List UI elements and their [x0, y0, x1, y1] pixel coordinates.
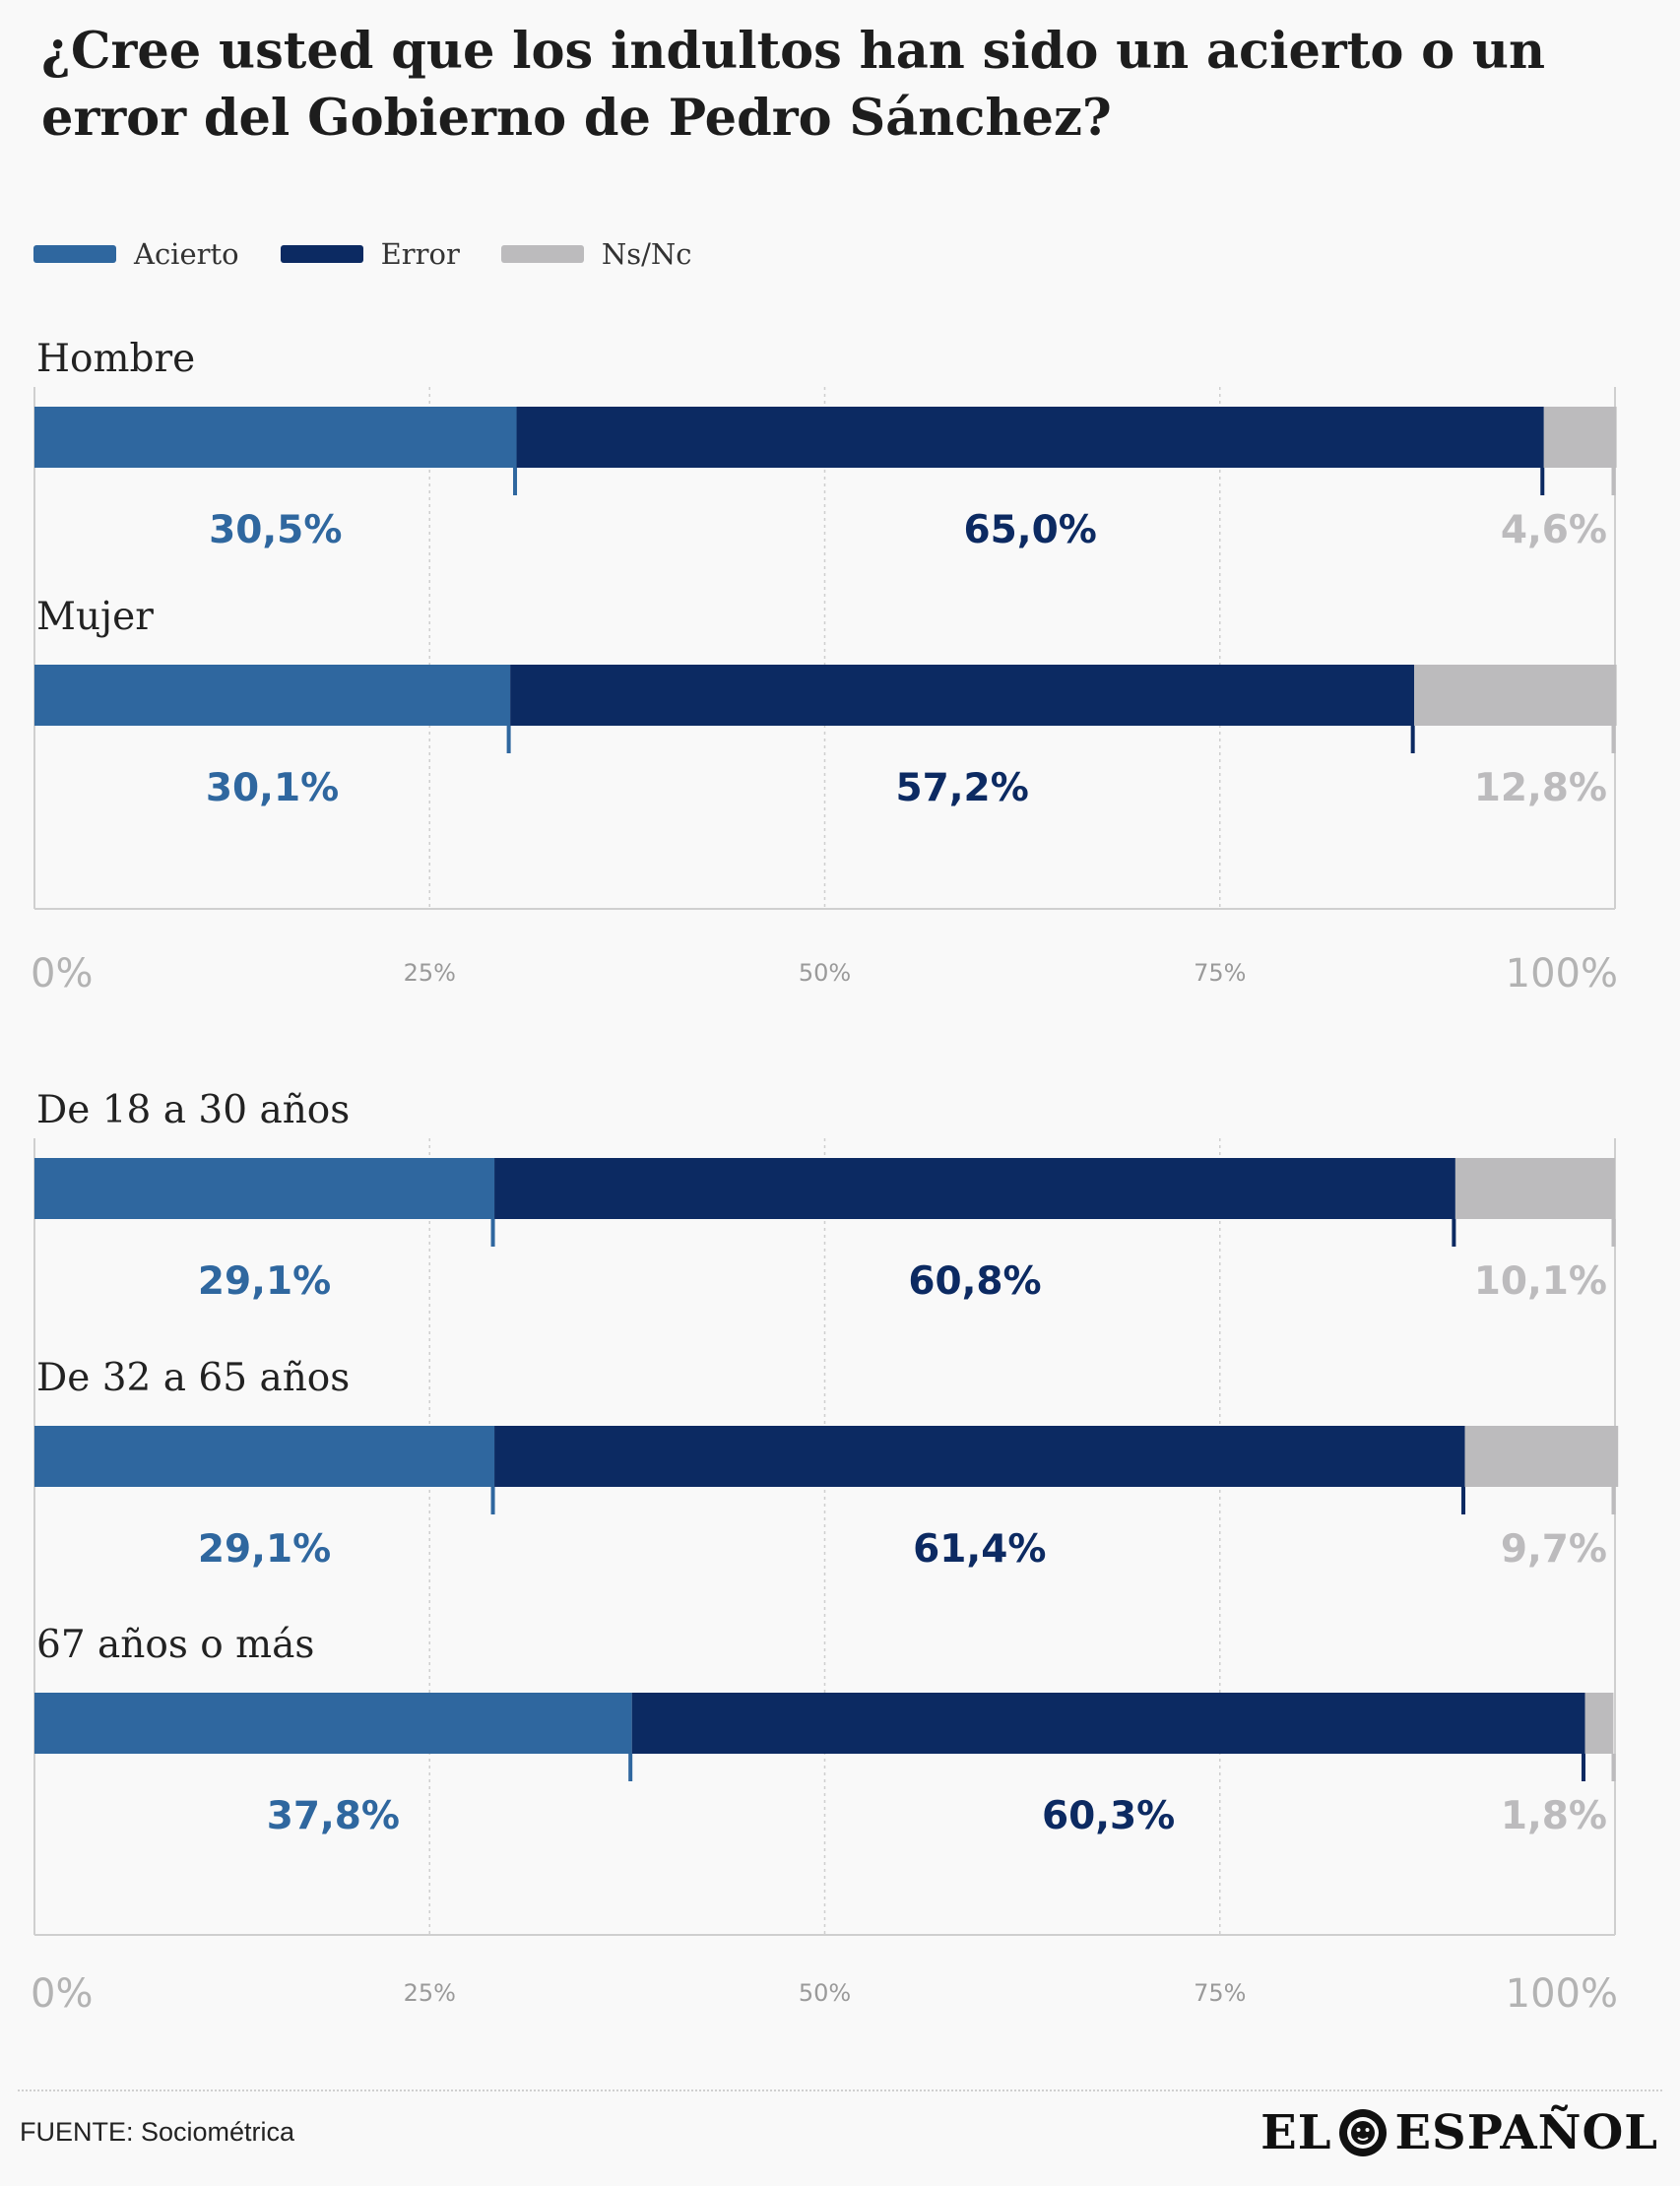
- data-label-error: 65,0%: [963, 508, 1096, 552]
- brand-text-left: EL: [1260, 2105, 1332, 2160]
- tick-label-0: 0%: [31, 1971, 93, 2017]
- brand-logo: EL ESPAÑOL: [1260, 2103, 1658, 2162]
- legend-swatch-acierto: [33, 245, 116, 263]
- bar-segment-nsnc: [1464, 1426, 1619, 1487]
- bar-segment-nsnc: [1584, 1693, 1614, 1754]
- bar-segment-nsnc: [1454, 1158, 1615, 1219]
- tick-label-0: 0%: [31, 951, 93, 997]
- tick-label-25: 25%: [404, 959, 456, 987]
- stacked-bar-chart: 0% 25% 50% 75% 100% Hombre 30,5% 65,0% 4,6% Mujer…: [31, 337, 1619, 2017]
- bar-segment-acierto: [34, 665, 511, 726]
- data-label-acierto: 30,5%: [209, 508, 342, 552]
- data-label-error: 60,3%: [1042, 1794, 1175, 1838]
- data-label-nsnc: 12,8%: [1474, 766, 1607, 810]
- tick-label-50: 50%: [799, 959, 851, 987]
- legend-item-error: Error: [280, 237, 460, 271]
- data-label-nsnc: 4,6%: [1501, 508, 1607, 552]
- tick-label-100: 100%: [1506, 1971, 1618, 2017]
- data-label-nsnc: 9,7%: [1501, 1527, 1607, 1572]
- legend-label-error: Error: [380, 237, 460, 271]
- tick-label-100: 100%: [1506, 951, 1618, 997]
- category-label: De 18 a 30 años: [36, 1088, 350, 1132]
- tick-label-75: 75%: [1194, 959, 1246, 987]
- tick-label-25: 25%: [404, 1979, 456, 2007]
- bar-segment-error: [631, 1693, 1585, 1754]
- bar-segment-error: [516, 407, 1544, 468]
- bar-segment-error: [494, 1426, 1465, 1487]
- legend-item-nsnc: Ns/Nc: [500, 237, 692, 271]
- bar-segment-error: [494, 1158, 1455, 1219]
- data-label-error: 57,2%: [895, 766, 1028, 810]
- brand-text-right: ESPAÑOL: [1394, 2105, 1658, 2160]
- category-label: De 32 a 65 años: [36, 1356, 350, 1400]
- bar-segment-acierto: [34, 1158, 495, 1219]
- source-note: FUENTE: Sociométrica: [20, 2117, 295, 2147]
- category-label: 67 años o más: [36, 1623, 314, 1667]
- bar-segment-nsnc: [1414, 665, 1617, 726]
- data-label-acierto: 29,1%: [198, 1259, 331, 1304]
- legend-swatch-nsnc: [500, 245, 584, 263]
- data-label-nsnc: 1,8%: [1501, 1794, 1607, 1838]
- data-label-error: 60,8%: [908, 1259, 1041, 1304]
- tick-label-50: 50%: [799, 1979, 851, 2007]
- footer-divider: [18, 2090, 1662, 2091]
- legend-item-acierto: Acierto: [33, 237, 239, 271]
- data-label-acierto: 37,8%: [267, 1794, 400, 1838]
- bar-segment-nsnc: [1543, 407, 1617, 468]
- data-label-acierto: 29,1%: [198, 1527, 331, 1572]
- legend-label-nsnc: Ns/Nc: [601, 237, 692, 271]
- data-label-acierto: 30,1%: [206, 766, 339, 810]
- chart-title: ¿Cree usted que los indultos han sido un…: [41, 22, 1546, 148]
- data-label-error: 61,4%: [913, 1527, 1046, 1572]
- category-label: Mujer: [36, 595, 154, 639]
- bar-segment-acierto: [34, 1693, 632, 1754]
- category-label: Hombre: [36, 337, 195, 381]
- legend: Acierto Error Ns/Nc: [33, 234, 733, 274]
- legend-label-acierto: Acierto: [134, 237, 239, 271]
- tick-label-75: 75%: [1194, 1979, 1246, 2007]
- lion-icon: [1339, 2109, 1388, 2156]
- data-label-nsnc: 10,1%: [1474, 1259, 1607, 1304]
- bar-segment-error: [510, 665, 1415, 726]
- legend-swatch-error: [280, 245, 363, 263]
- bar-segment-acierto: [34, 1426, 495, 1487]
- bar-segment-acierto: [34, 407, 517, 468]
